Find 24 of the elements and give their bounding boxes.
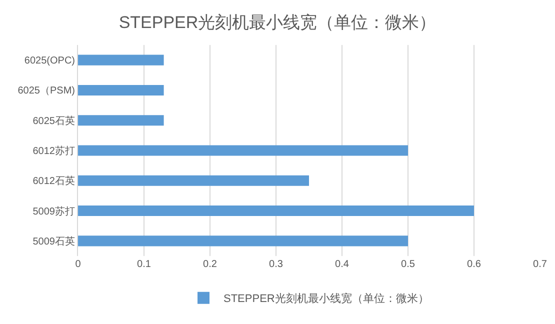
x-tick-label: 0.6 <box>467 259 482 270</box>
bar <box>78 175 309 186</box>
x-tick-label: 0.2 <box>203 259 218 270</box>
y-tick-label: 6025(OPC) <box>24 56 75 67</box>
x-tick-label: 0.3 <box>269 259 284 270</box>
x-tick-label: 0.7 <box>533 259 548 270</box>
chart-title: STEPPER光刻机最小线宽（单位：微米） <box>118 13 436 32</box>
x-tick-label: 0.4 <box>335 259 350 270</box>
y-tick-label: 6012苏打 <box>32 145 75 157</box>
bar <box>78 145 408 156</box>
bar <box>78 206 474 216</box>
y-tick-label: 5009石英 <box>32 235 75 248</box>
y-tick-label: 6012石英 <box>32 175 75 188</box>
legend-label: STEPPER光刻机最小线宽（单位：微米） <box>224 292 429 306</box>
y-tick-label: 6025（PSM) <box>18 86 75 97</box>
bar <box>78 54 164 66</box>
y-tick-label: 6025石英 <box>32 114 75 127</box>
x-tick-label: 0 <box>75 259 82 270</box>
x-tick-label: 0.5 <box>401 259 416 270</box>
y-tick-label: 5009苏打 <box>32 205 75 218</box>
bar <box>78 115 164 126</box>
bar <box>78 236 408 246</box>
bar <box>78 84 164 96</box>
x-tick-label: 0.1 <box>137 259 152 270</box>
